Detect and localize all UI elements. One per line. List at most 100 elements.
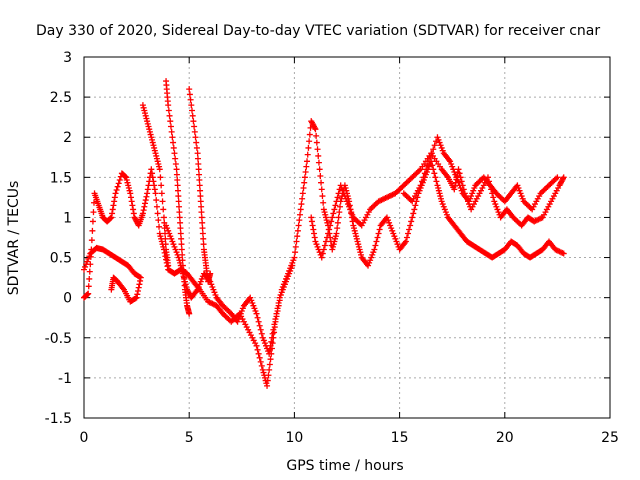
data-point — [318, 179, 325, 186]
data-point — [348, 209, 355, 216]
data-point — [282, 278, 289, 285]
data-point — [156, 223, 163, 230]
data-point — [178, 246, 185, 253]
data-point — [170, 139, 177, 146]
data-point — [279, 286, 286, 293]
data-point — [122, 173, 129, 180]
data-point — [431, 170, 438, 177]
data-point — [170, 241, 177, 248]
data-point — [436, 139, 443, 146]
data-point — [255, 350, 262, 357]
data-point — [434, 182, 441, 189]
data-point — [212, 291, 219, 298]
data-point — [471, 185, 478, 192]
data-point — [144, 190, 151, 197]
data-point — [437, 195, 444, 202]
data-point — [371, 246, 378, 253]
data-point — [83, 261, 90, 268]
data-point — [176, 209, 183, 216]
data-point — [175, 193, 182, 200]
data-point — [168, 128, 175, 135]
data-point — [153, 197, 160, 204]
data-point — [115, 180, 122, 187]
data-point — [193, 139, 200, 146]
data-point — [439, 201, 446, 208]
data-point — [369, 251, 376, 258]
data-point — [301, 179, 308, 186]
data-point — [268, 338, 275, 345]
x-tick-label: 25 — [601, 430, 619, 446]
data-point — [333, 198, 340, 205]
data-point — [304, 151, 311, 158]
data-point — [90, 209, 97, 216]
data-point — [186, 86, 193, 93]
data-point — [280, 283, 287, 290]
data-point — [149, 170, 156, 177]
data-point — [249, 300, 256, 307]
data-point — [110, 202, 117, 209]
y-tick-label: -1.5 — [45, 411, 72, 427]
data-point — [519, 195, 526, 202]
data-point — [129, 202, 136, 209]
data-point — [252, 308, 259, 315]
data-point — [293, 238, 300, 245]
data-point — [426, 158, 433, 165]
data-point — [116, 177, 123, 184]
data-point — [516, 187, 523, 194]
data-point — [239, 305, 246, 312]
data-point — [375, 230, 382, 237]
data-point — [147, 131, 154, 138]
data-point — [114, 183, 121, 190]
data-point — [287, 267, 294, 274]
data-point — [264, 345, 271, 352]
data-point — [450, 166, 457, 173]
data-point — [142, 112, 149, 119]
data-point — [90, 199, 97, 206]
data-point — [319, 193, 326, 200]
data-point — [261, 340, 268, 347]
data-point — [446, 156, 453, 163]
data-point — [409, 214, 416, 221]
data-point — [109, 210, 116, 217]
data-point — [341, 193, 348, 200]
data-point — [439, 147, 446, 154]
data-point — [135, 287, 142, 294]
data-point — [443, 172, 450, 179]
data-point — [428, 150, 435, 157]
data-point — [435, 136, 442, 143]
data-point — [435, 185, 442, 192]
data-point — [158, 182, 165, 189]
data-point — [111, 275, 118, 282]
data-point — [321, 209, 328, 216]
data-point — [272, 316, 279, 323]
data-point — [142, 200, 149, 207]
data-point — [284, 275, 291, 282]
data-point — [176, 257, 183, 264]
data-point — [315, 246, 322, 253]
data-point — [259, 366, 266, 373]
data-point — [154, 210, 161, 217]
data-point — [436, 190, 443, 197]
data-point — [195, 283, 202, 290]
data-point — [407, 222, 414, 229]
data-point — [267, 342, 274, 349]
data-point — [423, 166, 430, 173]
data-point — [458, 178, 465, 185]
data-point — [288, 265, 295, 272]
data-point — [186, 310, 193, 317]
data-point — [126, 187, 133, 194]
y-tick-label: 2 — [63, 130, 72, 146]
data-point — [385, 217, 392, 224]
data-point — [160, 206, 167, 213]
data-point — [253, 310, 260, 317]
data-point — [155, 160, 162, 167]
data-point — [257, 326, 264, 333]
data-point — [281, 281, 288, 288]
data-point — [135, 284, 142, 291]
data-point — [136, 281, 143, 288]
data-point — [372, 242, 379, 249]
data-point — [349, 211, 356, 218]
data-point — [237, 310, 244, 317]
data-point — [336, 203, 343, 210]
data-point — [179, 267, 186, 274]
